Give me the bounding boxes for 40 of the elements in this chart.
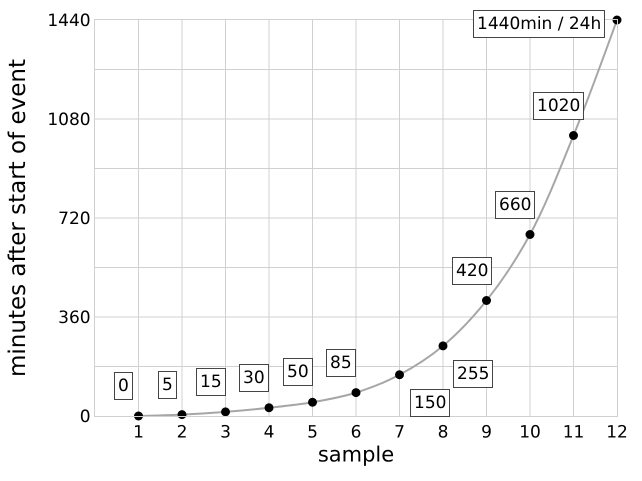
- data-label: 150: [414, 393, 446, 413]
- point: [264, 403, 274, 412]
- point: [482, 296, 491, 305]
- data-label: 30: [243, 368, 265, 388]
- x-tick-label: 10: [519, 422, 541, 442]
- x-tick-label: 2: [176, 422, 188, 442]
- x-tick-label: 6: [350, 422, 362, 442]
- point: [221, 407, 230, 416]
- point: [438, 341, 448, 350]
- data-label: 1020: [537, 96, 580, 116]
- point: [352, 388, 360, 398]
- point: [569, 131, 578, 140]
- data-label: 15: [200, 372, 222, 392]
- data-label: 5: [162, 375, 173, 395]
- data-label: 255: [457, 364, 490, 384]
- y-tick-label: 0: [80, 406, 91, 427]
- data-label: 0: [118, 376, 129, 396]
- data-label: 85: [330, 353, 352, 373]
- x-tick-label: 3: [220, 422, 231, 442]
- x-tick-label: 9: [481, 422, 492, 442]
- x-tick-label: 1: [133, 422, 144, 442]
- data-label: 420: [456, 261, 488, 281]
- point: [308, 398, 317, 407]
- point: [395, 370, 404, 380]
- data-label: 50: [287, 362, 309, 382]
- x-tick-label: 11: [562, 422, 584, 442]
- x-tick-label: 12: [606, 422, 628, 442]
- point: [526, 230, 534, 239]
- x-tick-label: 5: [307, 422, 318, 442]
- y-tick-label: 1080: [47, 110, 91, 130]
- x-axis-title: sample: [318, 442, 394, 466]
- y-tick-label: 1440: [47, 10, 91, 31]
- x-tick-label: 8: [438, 422, 448, 442]
- y-axis-title: minutes after start of event: [4, 58, 31, 378]
- data-label: 660: [499, 195, 532, 215]
- data-label: 1440min / 24h: [477, 14, 602, 34]
- y-tick-label: 360: [58, 308, 91, 328]
- x-tick-label: 7: [394, 422, 405, 442]
- y-tick-label: 720: [58, 208, 91, 229]
- x-tick-label: 4: [264, 422, 274, 442]
